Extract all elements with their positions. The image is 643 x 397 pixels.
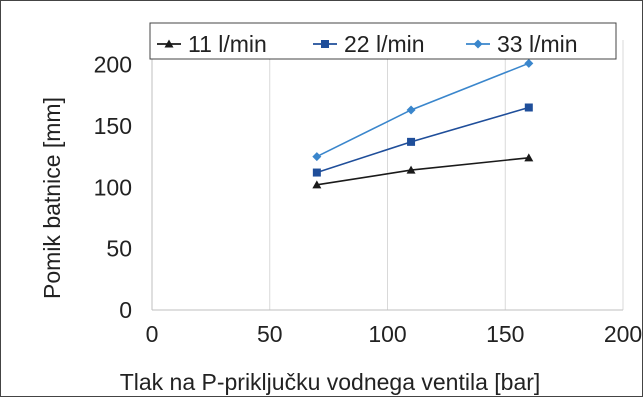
x-tick-label: 200 [604, 321, 642, 347]
y-tick-label: 200 [94, 52, 132, 78]
y-axis-title: Pomik batnice [mm] [39, 97, 65, 299]
x-tick-label: 150 [486, 321, 524, 347]
data-point-triangle [312, 180, 322, 189]
x-tick-label: 100 [368, 321, 406, 347]
legend-label: 33 l/min [497, 31, 578, 57]
axes [151, 40, 623, 311]
y-tick-label: 0 [119, 297, 132, 323]
y-tick-label: 50 [106, 236, 132, 262]
data-point-diamond [406, 105, 416, 115]
legend: 11 l/min 22 l/min 33 l/min [149, 22, 617, 60]
legend-marker-triangle [164, 39, 174, 48]
legend-marker-diamond [473, 39, 483, 49]
data-point-square [524, 103, 533, 112]
series-lines [312, 58, 534, 189]
y-tick-label: 100 [94, 174, 132, 200]
data-point-triangle [406, 165, 416, 174]
legend-label: 11 l/min [188, 31, 267, 57]
data-point-diamond [524, 58, 534, 68]
grid-lines [269, 40, 624, 310]
data-point-square [312, 168, 321, 177]
legend-marker-square [321, 40, 329, 48]
x-tick-label: 50 [257, 321, 283, 347]
series-3 [312, 58, 534, 162]
data-point-triangle [524, 153, 534, 162]
x-tick-label: 0 [146, 321, 159, 347]
data-point-diamond [312, 152, 322, 162]
tick-labels: 0 50 100 150 200 0 50 100 150 200 [94, 52, 643, 347]
legend-label: 22 l/min [344, 31, 425, 57]
y-tick-label: 150 [94, 113, 132, 139]
x-axis-title: Tlak na P-priključku vodnega ventila [ba… [120, 369, 541, 395]
series-1 [312, 153, 534, 189]
series-2 [312, 103, 533, 177]
data-point-square [407, 137, 416, 146]
legend-box [149, 22, 617, 60]
